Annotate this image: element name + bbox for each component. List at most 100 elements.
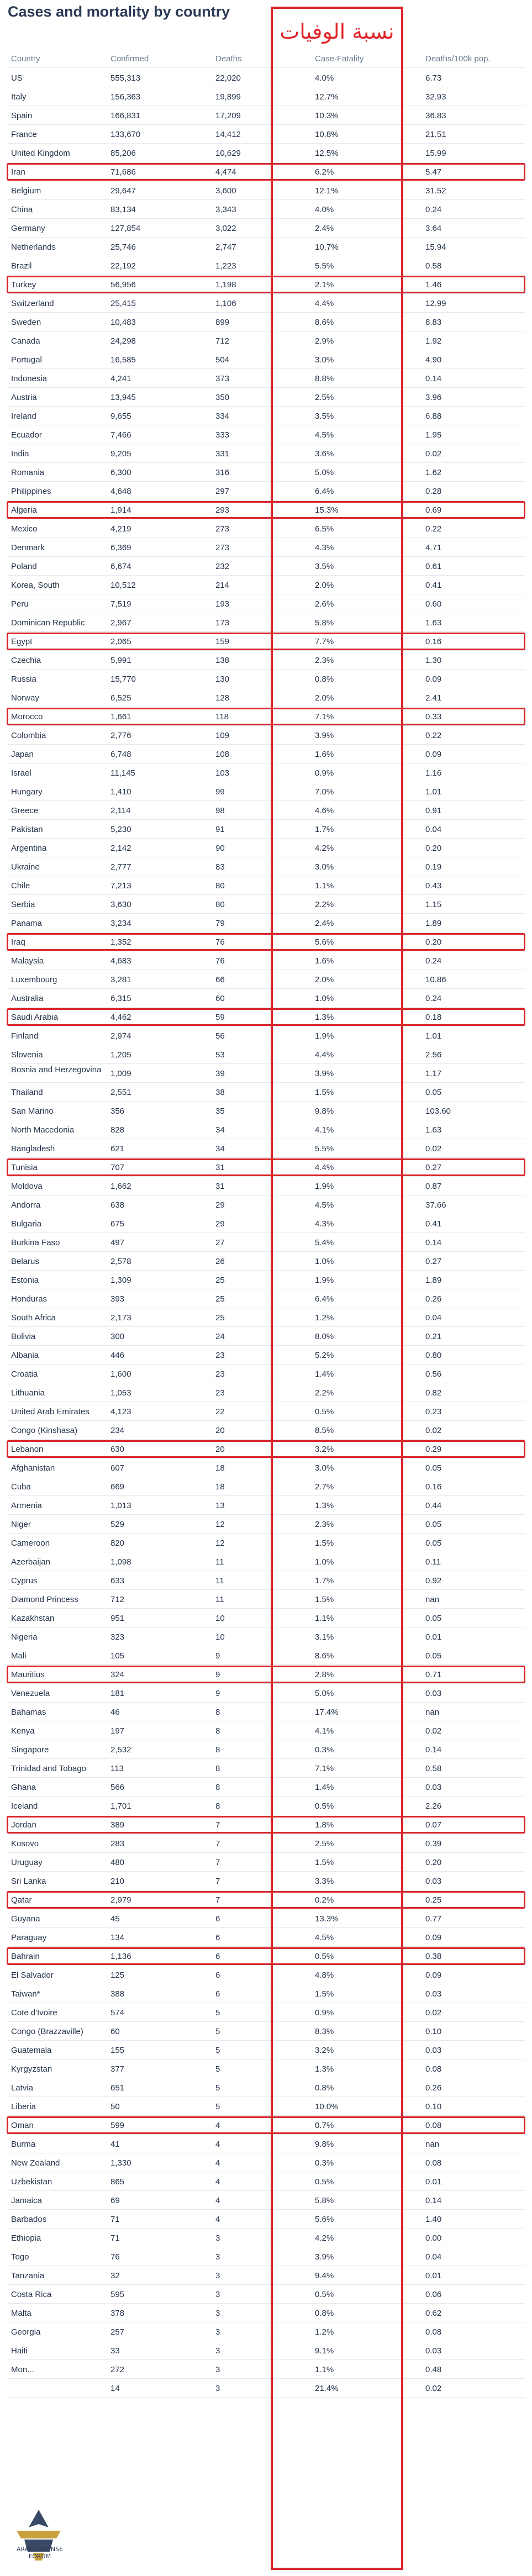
case-fatality-cell: 4.6% [315,806,334,815]
country-cell: Ghana [11,1783,36,1792]
country-cell: Denmark [11,543,45,552]
confirmed-cell: 1,600 [110,1369,131,1379]
table-row: Burma 41 4 9.8% nan [0,2135,532,2153]
deaths-cell: 6 [215,1933,220,1942]
confirmed-cell: 2,173 [110,1313,131,1323]
deaths-cell: 66 [215,975,225,984]
case-fatality-cell: 1.9% [315,1031,334,1041]
country-cell: Paraguay [11,1933,47,1942]
table-row: Andorra 638 29 4.5% 37.66 [0,1195,532,1214]
confirmed-cell: 210 [110,1877,125,1886]
table-row: US 555,313 22,020 4.0% 6.73 [0,69,532,87]
table-row: Costa Rica 595 3 0.5% 0.06 [0,2285,532,2304]
country-cell: Mali [11,1651,27,1661]
deaths-cell: 128 [215,693,230,703]
confirmed-cell: 29,647 [110,186,136,196]
deaths-cell: 3 [215,2384,220,2393]
deaths-cell: 11 [215,1576,224,1585]
table-row: Bangladesh 621 34 5.5% 0.02 [0,1139,532,1158]
case-fatality-cell: 6.2% [315,167,334,177]
country-cell: Iceland [11,1801,38,1811]
confirmed-cell: 497 [110,1238,125,1247]
country-cell: El Salvador [11,1971,54,1980]
table-row: Denmark 6,369 273 4.3% 4.71 [0,538,532,557]
table-row: Togo 76 3 3.9% 0.04 [0,2247,532,2266]
deaths-per-100k-cell: 0.20 [425,844,442,853]
case-fatality-cell: 4.0% [315,205,334,214]
case-fatality-cell: 2.6% [315,599,334,609]
table-row: Chile 7,213 80 1.1% 0.43 [0,876,532,895]
table-row: North Macedonia 828 34 4.1% 1.63 [0,1120,532,1139]
case-fatality-cell: 4.3% [315,543,334,552]
deaths-per-100k-cell: nan [425,2140,440,2149]
table-row: France 133,670 14,412 10.8% 21.51 [0,125,532,144]
table-row: Taiwan* 388 6 1.5% 0.03 [0,1984,532,2003]
deaths-cell: 3 [215,2271,220,2280]
deaths-cell: 10 [215,1614,225,1623]
table-row: Serbia 3,630 80 2.2% 1.15 [0,895,532,914]
deaths-cell: 79 [215,919,225,928]
row-highlight-box [7,1816,525,1834]
deaths-cell: 6 [215,1971,220,1980]
case-fatality-cell: 2.4% [315,224,334,233]
case-fatality-cell: 1.5% [315,1989,334,1999]
row-divider [8,237,525,238]
row-divider [8,1495,525,1496]
row-divider [8,1664,525,1665]
row-divider [8,2209,525,2210]
table-row: Bolivia 300 24 8.0% 0.21 [0,1327,532,1346]
confirmed-cell: 85,206 [110,149,136,158]
case-fatality-cell: 3.2% [315,2046,334,2055]
table-row: San Marino 356 35 9.8% 103.60 [0,1102,532,1120]
row-highlight-box [7,1666,525,1683]
country-cell: Algeria [11,505,37,515]
country-cell: Bolivia [11,1332,36,1341]
country-cell: Venezuela [11,1689,50,1698]
row-divider [8,1063,525,1064]
header-country: Country [11,54,40,64]
table-row: Congo (Brazzaville) 60 5 8.3% 0.10 [0,2022,532,2041]
case-fatality-cell: 2.0% [315,975,334,984]
country-cell: Belgium [11,186,41,196]
confirmed-cell: 113 [110,1764,124,1773]
deaths-per-100k-cell: 3.96 [425,393,442,402]
deaths-cell: 6 [215,1914,220,1924]
confirmed-cell: 595 [110,2290,125,2299]
country-cell: Canada [11,336,40,346]
row-divider [8,293,525,294]
table-row: Poland 6,674 232 3.5% 0.61 [0,557,532,576]
table-row: Russia 15,770 130 0.8% 0.09 [0,670,532,688]
country-cell: Costa Rica [11,2290,52,2299]
deaths-per-100k-cell: 0.03 [425,2346,442,2356]
row-divider [8,800,525,801]
country-cell: Finland [11,1031,39,1041]
confirmed-cell: 1,009 [110,1069,131,1078]
case-fatality-cell: 4.2% [315,844,334,853]
case-fatality-cell: 1.1% [315,2365,334,2374]
country-cell: Andorra [11,1200,41,1210]
row-divider [8,913,525,914]
deaths-cell: 108 [215,750,230,759]
deaths-per-100k-cell: 0.24 [425,205,442,214]
deaths-per-100k-cell: 1.63 [425,618,442,628]
confirmed-cell: 2,551 [110,1088,131,1097]
deaths-per-100k-cell: 0.01 [425,2177,442,2187]
case-fatality-cell: 0.5% [315,2177,334,2187]
table-row: Uruguay 480 7 1.5% 0.20 [0,1853,532,1872]
row-divider [8,669,525,670]
country-cell: Honduras [11,1294,48,1304]
confirmed-cell: 388 [110,1989,125,1999]
country-cell: Poland [11,562,37,571]
case-fatality-cell: 1.4% [315,1369,334,1379]
confirmed-cell: 1,330 [110,2158,131,2168]
deaths-per-100k-cell: 0.16 [425,637,442,646]
confirmed-cell: 2,142 [110,844,131,853]
table-row: Jamaica 69 4 5.8% 0.14 [0,2191,532,2210]
confirmed-cell: 2,114 [110,806,131,815]
row-highlight-box [7,1158,525,1176]
confirmed-cell: 6,300 [110,468,131,477]
deaths-per-100k-cell: 0.02 [425,1726,442,1736]
deaths-per-100k-cell: 1.92 [425,336,442,346]
country-cell: Singapore [11,1745,49,1755]
deaths-per-100k-cell: 1.95 [425,430,442,440]
